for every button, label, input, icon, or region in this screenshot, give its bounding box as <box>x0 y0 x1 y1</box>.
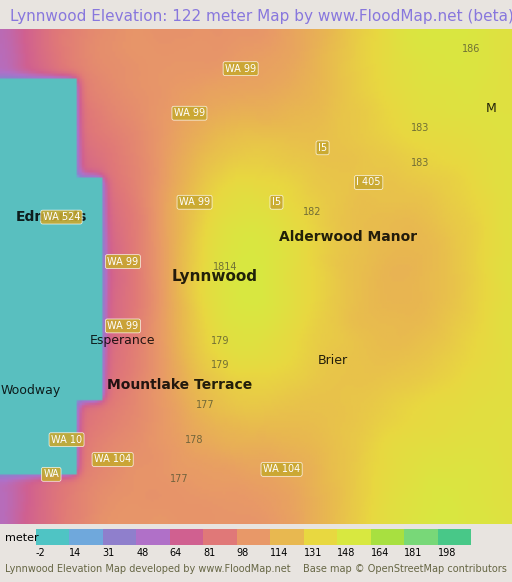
Text: 177: 177 <box>170 474 188 484</box>
FancyBboxPatch shape <box>438 528 471 545</box>
Text: WA 99: WA 99 <box>225 63 256 74</box>
Text: Esperance: Esperance <box>90 334 156 347</box>
Text: 81: 81 <box>203 548 216 558</box>
FancyBboxPatch shape <box>136 528 170 545</box>
Text: 183: 183 <box>411 123 429 133</box>
Text: 198: 198 <box>438 548 456 558</box>
Text: 64: 64 <box>170 548 182 558</box>
Text: Woodway: Woodway <box>1 384 61 397</box>
Text: 179: 179 <box>211 360 229 371</box>
Text: WA 99: WA 99 <box>179 197 210 207</box>
Text: Alderwood Manor: Alderwood Manor <box>279 230 417 244</box>
FancyBboxPatch shape <box>103 528 136 545</box>
Text: Lynnwood Elevation Map developed by www.FloodMap.net: Lynnwood Elevation Map developed by www.… <box>5 564 291 574</box>
Text: WA 99: WA 99 <box>174 108 205 118</box>
FancyBboxPatch shape <box>203 528 237 545</box>
FancyBboxPatch shape <box>36 528 69 545</box>
Text: WA 10: WA 10 <box>51 435 82 445</box>
Text: 182: 182 <box>303 207 322 217</box>
Text: 31: 31 <box>103 548 115 558</box>
Text: Lynnwood Elevation: 122 meter Map by www.FloodMap.net (beta): Lynnwood Elevation: 122 meter Map by www… <box>10 9 512 23</box>
Text: WA 99: WA 99 <box>108 257 138 267</box>
Text: I 405: I 405 <box>356 178 381 187</box>
FancyBboxPatch shape <box>304 528 337 545</box>
Text: 178: 178 <box>185 435 204 445</box>
Text: 183: 183 <box>411 158 429 168</box>
Text: WA 524: WA 524 <box>42 212 80 222</box>
Text: 186: 186 <box>462 44 480 54</box>
Text: Edmonds: Edmonds <box>15 210 87 224</box>
Text: 14: 14 <box>69 548 81 558</box>
Text: 48: 48 <box>136 548 148 558</box>
Text: WA 104: WA 104 <box>263 464 300 474</box>
Text: 98: 98 <box>237 548 249 558</box>
Text: 181: 181 <box>404 548 422 558</box>
FancyBboxPatch shape <box>170 528 203 545</box>
Text: 131: 131 <box>304 548 322 558</box>
FancyBboxPatch shape <box>270 528 304 545</box>
Text: 1814: 1814 <box>213 261 238 272</box>
Text: 164: 164 <box>371 548 389 558</box>
Text: Lynnwood: Lynnwood <box>172 269 258 284</box>
FancyBboxPatch shape <box>237 528 270 545</box>
Text: WA 99: WA 99 <box>108 321 138 331</box>
FancyBboxPatch shape <box>337 528 371 545</box>
Text: 114: 114 <box>270 548 289 558</box>
Text: 177: 177 <box>196 400 214 410</box>
Text: M: M <box>486 102 497 115</box>
FancyBboxPatch shape <box>371 528 404 545</box>
FancyBboxPatch shape <box>69 528 103 545</box>
Text: meter: meter <box>5 533 39 543</box>
Text: Base map © OpenStreetMap contributors: Base map © OpenStreetMap contributors <box>303 564 507 574</box>
Text: 148: 148 <box>337 548 355 558</box>
Text: WA: WA <box>44 469 59 480</box>
Text: Mountlake Terrace: Mountlake Terrace <box>106 378 252 392</box>
Text: -2: -2 <box>36 548 46 558</box>
FancyBboxPatch shape <box>404 528 438 545</box>
Text: I5: I5 <box>318 143 327 153</box>
Text: WA 104: WA 104 <box>94 455 131 464</box>
Text: 179: 179 <box>211 336 229 346</box>
Text: Brier: Brier <box>318 354 348 367</box>
Text: I5: I5 <box>272 197 281 207</box>
